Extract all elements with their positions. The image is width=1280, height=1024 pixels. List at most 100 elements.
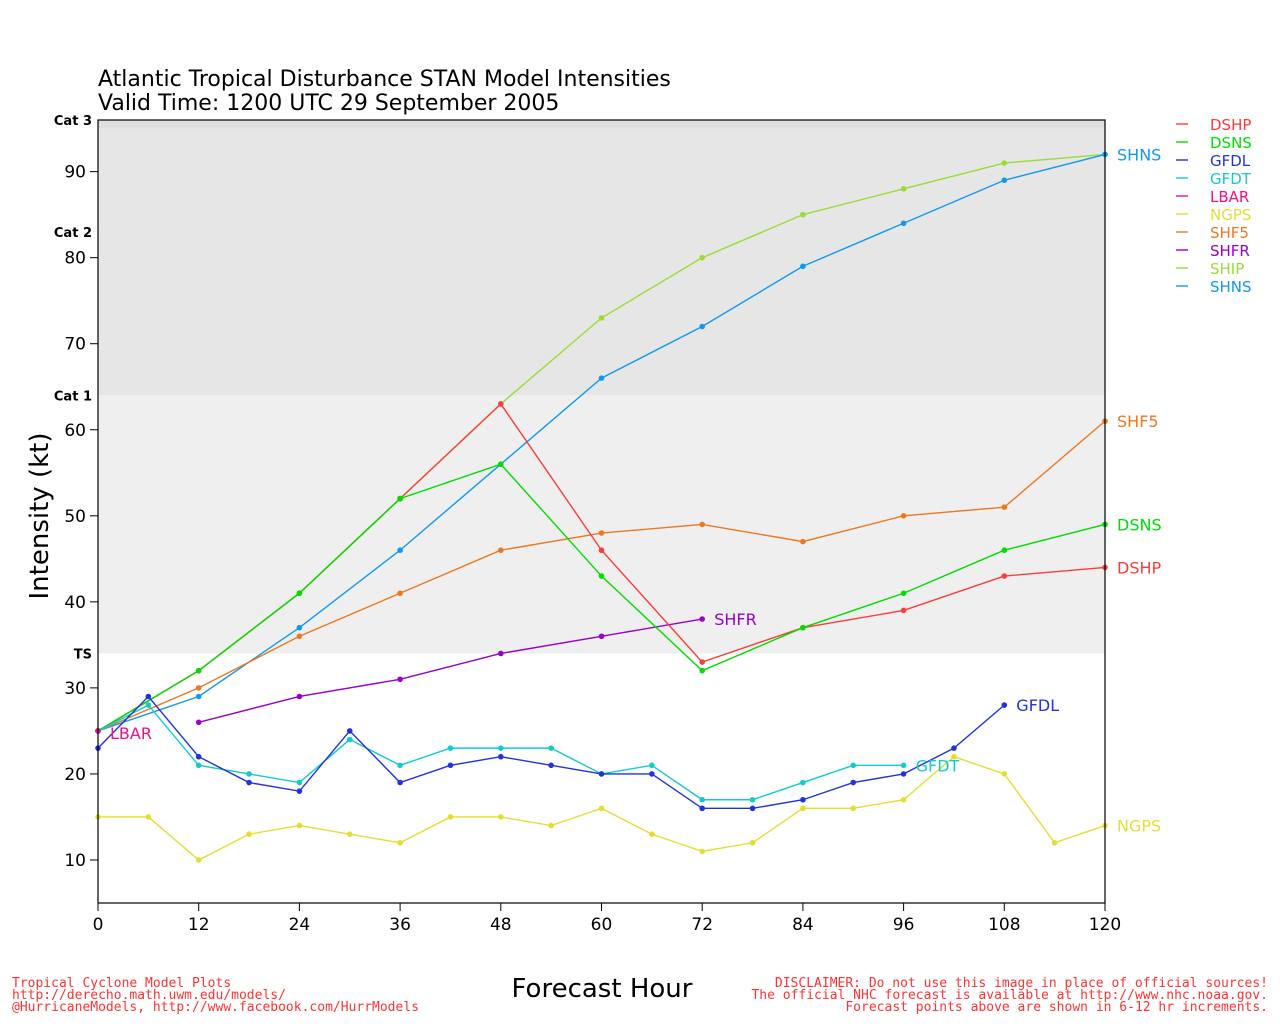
x-tick-label: 48 bbox=[490, 915, 512, 935]
data-point-dshp bbox=[900, 607, 907, 614]
legend-label-gfdl: GFDL bbox=[1210, 152, 1251, 170]
data-point-gfdl bbox=[548, 762, 554, 769]
x-tick-label: 72 bbox=[691, 915, 713, 935]
data-point-gfdl bbox=[447, 762, 454, 769]
footer-right: DISCLAIMER: Do not use this image in pla… bbox=[751, 976, 1268, 1015]
data-point-shns bbox=[800, 263, 806, 270]
data-point-ngps bbox=[296, 822, 303, 829]
end-label-shf5: SHF5 bbox=[1117, 412, 1159, 431]
data-point-ngps bbox=[850, 805, 857, 812]
footer-right-line3: Forecast points above are shown in 6-12 … bbox=[845, 1000, 1268, 1015]
data-point-ngps bbox=[246, 831, 252, 837]
y-tick-label: 50 bbox=[64, 507, 86, 527]
legend-label-ship: SHIP bbox=[1210, 260, 1244, 278]
data-point-ship bbox=[900, 186, 907, 192]
data-point-gfdt bbox=[548, 745, 554, 751]
data-point-gfdl bbox=[699, 805, 705, 812]
data-point-shf5 bbox=[598, 530, 605, 536]
footer-left-line2: http://derecho.math.uwm.edu/models/ bbox=[12, 988, 286, 1003]
plot-frame bbox=[97, 119, 1106, 904]
band-label-ts: TS bbox=[74, 647, 92, 662]
data-point-gfdl bbox=[1001, 702, 1008, 708]
data-point-dshp bbox=[598, 547, 605, 554]
y-axis-label: Intensity (kt) bbox=[25, 433, 55, 600]
data-point-dsns bbox=[598, 573, 605, 579]
data-point-dshp bbox=[699, 659, 705, 665]
data-point-shns bbox=[397, 547, 403, 554]
legend-label-ngps: NGPS bbox=[1210, 206, 1251, 224]
data-point-dsns bbox=[498, 461, 504, 467]
data-point-ngps bbox=[699, 848, 705, 855]
end-label-dshp: DSHP bbox=[1117, 558, 1162, 577]
x-tick-label: 120 bbox=[1089, 915, 1121, 935]
footer-left-line1: Tropical Cyclone Model Plots bbox=[12, 976, 231, 991]
data-point-ngps bbox=[749, 839, 756, 846]
series-end-labels: SHNS SHF5 SHFR DSHP DSNS NGPS GFDT GFDL LBAR bbox=[110, 145, 1162, 835]
data-point-dsns bbox=[800, 624, 806, 631]
data-point-gfdt bbox=[900, 762, 907, 769]
data-point-dsns bbox=[397, 495, 403, 502]
data-point-shf5 bbox=[397, 590, 403, 597]
y-tick-label: 40 bbox=[64, 593, 86, 613]
data-point-gfdt bbox=[800, 779, 806, 786]
data-point-gfdl bbox=[296, 788, 303, 794]
data-point-shf5 bbox=[296, 633, 303, 640]
data-point-gfdt bbox=[195, 762, 202, 769]
footer-right-line2: The official NHC forecast is available a… bbox=[751, 988, 1268, 1003]
data-point-shfr bbox=[699, 616, 705, 622]
data-point-shfr bbox=[296, 693, 303, 700]
data-point-gfdl bbox=[850, 779, 857, 786]
data-point-ngps bbox=[145, 814, 152, 820]
data-point-shns bbox=[195, 693, 202, 700]
data-point-ngps bbox=[397, 839, 403, 846]
data-point-gfdl bbox=[346, 728, 353, 734]
data-point-dsns bbox=[296, 590, 303, 597]
x-tick-label: 96 bbox=[893, 915, 915, 935]
band-ts bbox=[98, 395, 1105, 654]
data-point-ngps bbox=[447, 814, 454, 820]
data-point-gfdt bbox=[850, 762, 857, 769]
data-point-ngps bbox=[598, 805, 605, 812]
intensity-category-bands: Cat 3 Cat 2 Cat 1 TS bbox=[54, 114, 1105, 662]
data-point-ship bbox=[1001, 160, 1008, 166]
y-tick-label: 60 bbox=[64, 421, 86, 441]
data-point-ship bbox=[598, 315, 605, 321]
x-tick-label: 36 bbox=[389, 915, 411, 935]
data-point-shns bbox=[598, 375, 605, 381]
x-tick-label: 108 bbox=[988, 915, 1020, 935]
data-point-ship bbox=[699, 254, 705, 261]
y-tick-label: 30 bbox=[64, 679, 86, 699]
legend-label-dshp: DSHP bbox=[1210, 116, 1251, 134]
footer-left-line3: @HurricaneModels, http://www.facebook.co… bbox=[12, 1000, 419, 1015]
footer-right-line1: DISCLAIMER: Do not use this image in pla… bbox=[775, 976, 1268, 991]
data-point-dshp bbox=[1001, 573, 1008, 579]
x-tick-label: 12 bbox=[188, 915, 210, 935]
x-tick-label: 60 bbox=[591, 915, 613, 935]
legend-label-shf5: SHF5 bbox=[1210, 224, 1249, 242]
data-point-dsns bbox=[900, 590, 907, 597]
y-tick-label: 90 bbox=[64, 163, 86, 183]
data-point-gfdt bbox=[447, 745, 454, 751]
band-label-cat-2: Cat 2 bbox=[54, 226, 92, 241]
data-point-gfdl bbox=[145, 693, 152, 700]
end-label-shns: SHNS bbox=[1117, 145, 1161, 164]
end-label-shfr: SHFR bbox=[714, 610, 757, 629]
chart-title-line2: Valid Time: 1200 UTC 29 September 2005 bbox=[98, 91, 559, 116]
end-label-gfdl: GFDL bbox=[1016, 696, 1059, 715]
legend-label-shns: SHNS bbox=[1210, 278, 1252, 296]
data-point-shns bbox=[296, 624, 303, 631]
data-point-gfdl bbox=[498, 753, 504, 760]
series-ngps bbox=[95, 753, 1108, 863]
end-label-ngps: NGPS bbox=[1117, 817, 1161, 836]
data-point-gfdl bbox=[800, 796, 806, 803]
data-point-ngps bbox=[951, 753, 957, 760]
x-tick-label: 84 bbox=[792, 915, 814, 935]
series-lines bbox=[95, 151, 1108, 863]
data-point-ngps bbox=[498, 814, 504, 820]
band-label-cat-1: Cat 1 bbox=[54, 389, 92, 404]
data-point-ngps bbox=[1001, 771, 1008, 777]
series-gfdl bbox=[95, 693, 1008, 812]
data-point-gfdt bbox=[498, 745, 504, 751]
data-point-shns bbox=[900, 220, 907, 227]
